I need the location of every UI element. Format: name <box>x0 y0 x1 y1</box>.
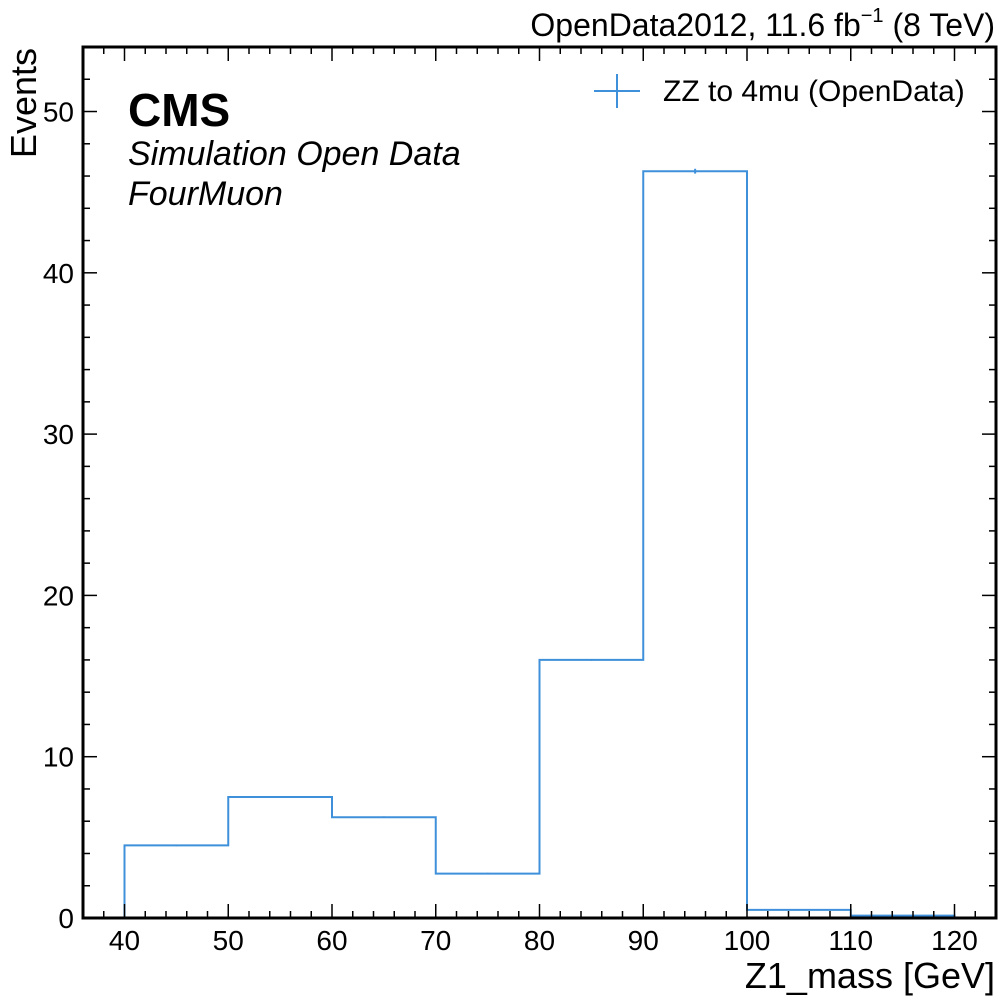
experiment-label: CMS <box>128 84 230 136</box>
channel-label: FourMuon <box>128 175 283 213</box>
histogram-step-line <box>123 170 956 918</box>
y-tick-label: 30 <box>43 419 74 450</box>
x-tick-label: 100 <box>724 925 771 956</box>
x-tick-label: 120 <box>931 925 978 956</box>
y-tick-label: 50 <box>43 97 74 128</box>
y-tick-label: 20 <box>43 580 74 611</box>
x-axis-label: Z1_mass [GeV] <box>745 955 995 996</box>
x-tick-label: 70 <box>420 925 451 956</box>
legend-label: ZZ to 4mu (OpenData) <box>663 75 965 108</box>
x-tick-label: 80 <box>524 925 555 956</box>
simulation-label: Simulation Open Data <box>128 135 461 173</box>
y-tick-label: 0 <box>58 903 74 934</box>
x-tick-label: 90 <box>628 925 659 956</box>
y-tick-label: 10 <box>43 742 74 773</box>
lumi-label: OpenData2012, 11.6 fb−1 (8 TeV) <box>530 5 995 43</box>
y-axis-label: Events <box>3 48 44 158</box>
x-tick-label: 110 <box>828 925 873 956</box>
legend: ZZ to 4mu (OpenData) <box>594 74 965 108</box>
x-tick-label: 50 <box>213 925 244 956</box>
y-tick-label: 40 <box>43 258 74 289</box>
x-tick-label: 60 <box>316 925 347 956</box>
x-tick-label: 40 <box>109 925 140 956</box>
